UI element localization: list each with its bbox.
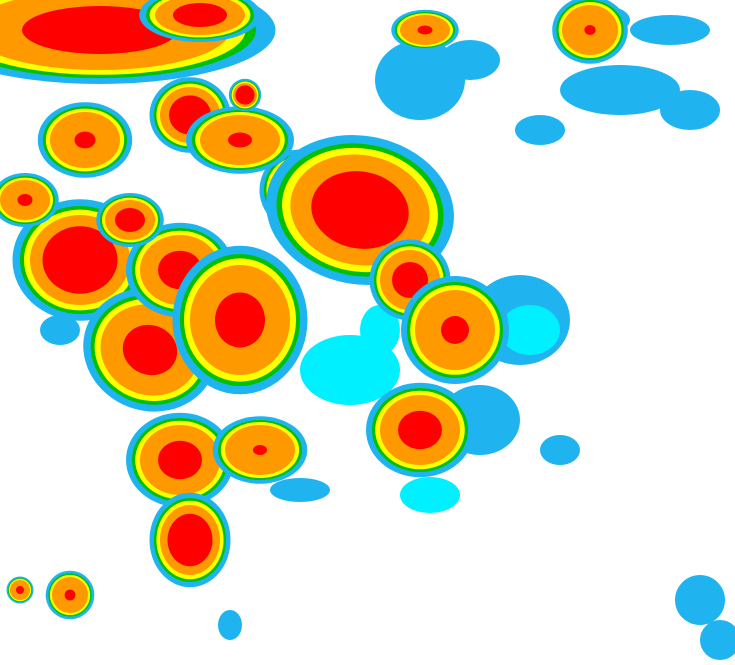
storm-red-core <box>253 445 267 455</box>
cool-cloud-patch <box>400 477 460 513</box>
storm-red-core <box>173 3 227 27</box>
thin-cloud-patch <box>218 610 242 640</box>
storm-red-core <box>42 226 118 294</box>
thin-cloud-patch <box>630 15 710 45</box>
storm-red-core <box>74 131 96 149</box>
storm-red-core <box>441 316 469 344</box>
storm-red-core <box>417 25 433 35</box>
storm-red-core <box>311 171 409 249</box>
storm-red-core <box>392 262 428 298</box>
storm-red-core <box>115 208 145 232</box>
cool-cloud-patch <box>500 305 560 355</box>
thin-cloud-patch <box>540 435 580 465</box>
storm-red-core <box>16 586 24 594</box>
storm-red-core <box>584 25 596 35</box>
storm-red-core <box>17 194 33 206</box>
thin-cloud-patch <box>270 478 330 502</box>
thin-cloud-patch <box>700 620 735 660</box>
thin-cloud-patch <box>440 40 500 80</box>
cool-cloud-patch <box>360 305 400 355</box>
storm-red-core <box>235 85 255 105</box>
storm-red-core <box>398 410 442 450</box>
storm-red-core <box>158 440 202 480</box>
cool-cloud-layer <box>300 305 560 513</box>
thin-cloud-patch <box>40 315 80 345</box>
thin-cloud-patch <box>660 90 720 130</box>
storm-red-core <box>228 132 252 148</box>
storm-red-core <box>122 324 178 376</box>
storm-red-core <box>64 589 76 601</box>
storm-red-core <box>167 513 213 567</box>
storm-red-core <box>215 292 265 348</box>
thin-cloud-patch <box>675 575 725 625</box>
thin-cloud-patch <box>560 65 680 115</box>
storm-cells-layer <box>0 0 628 620</box>
thin-cloud-patch <box>515 115 565 145</box>
storm-red-core <box>22 6 178 54</box>
